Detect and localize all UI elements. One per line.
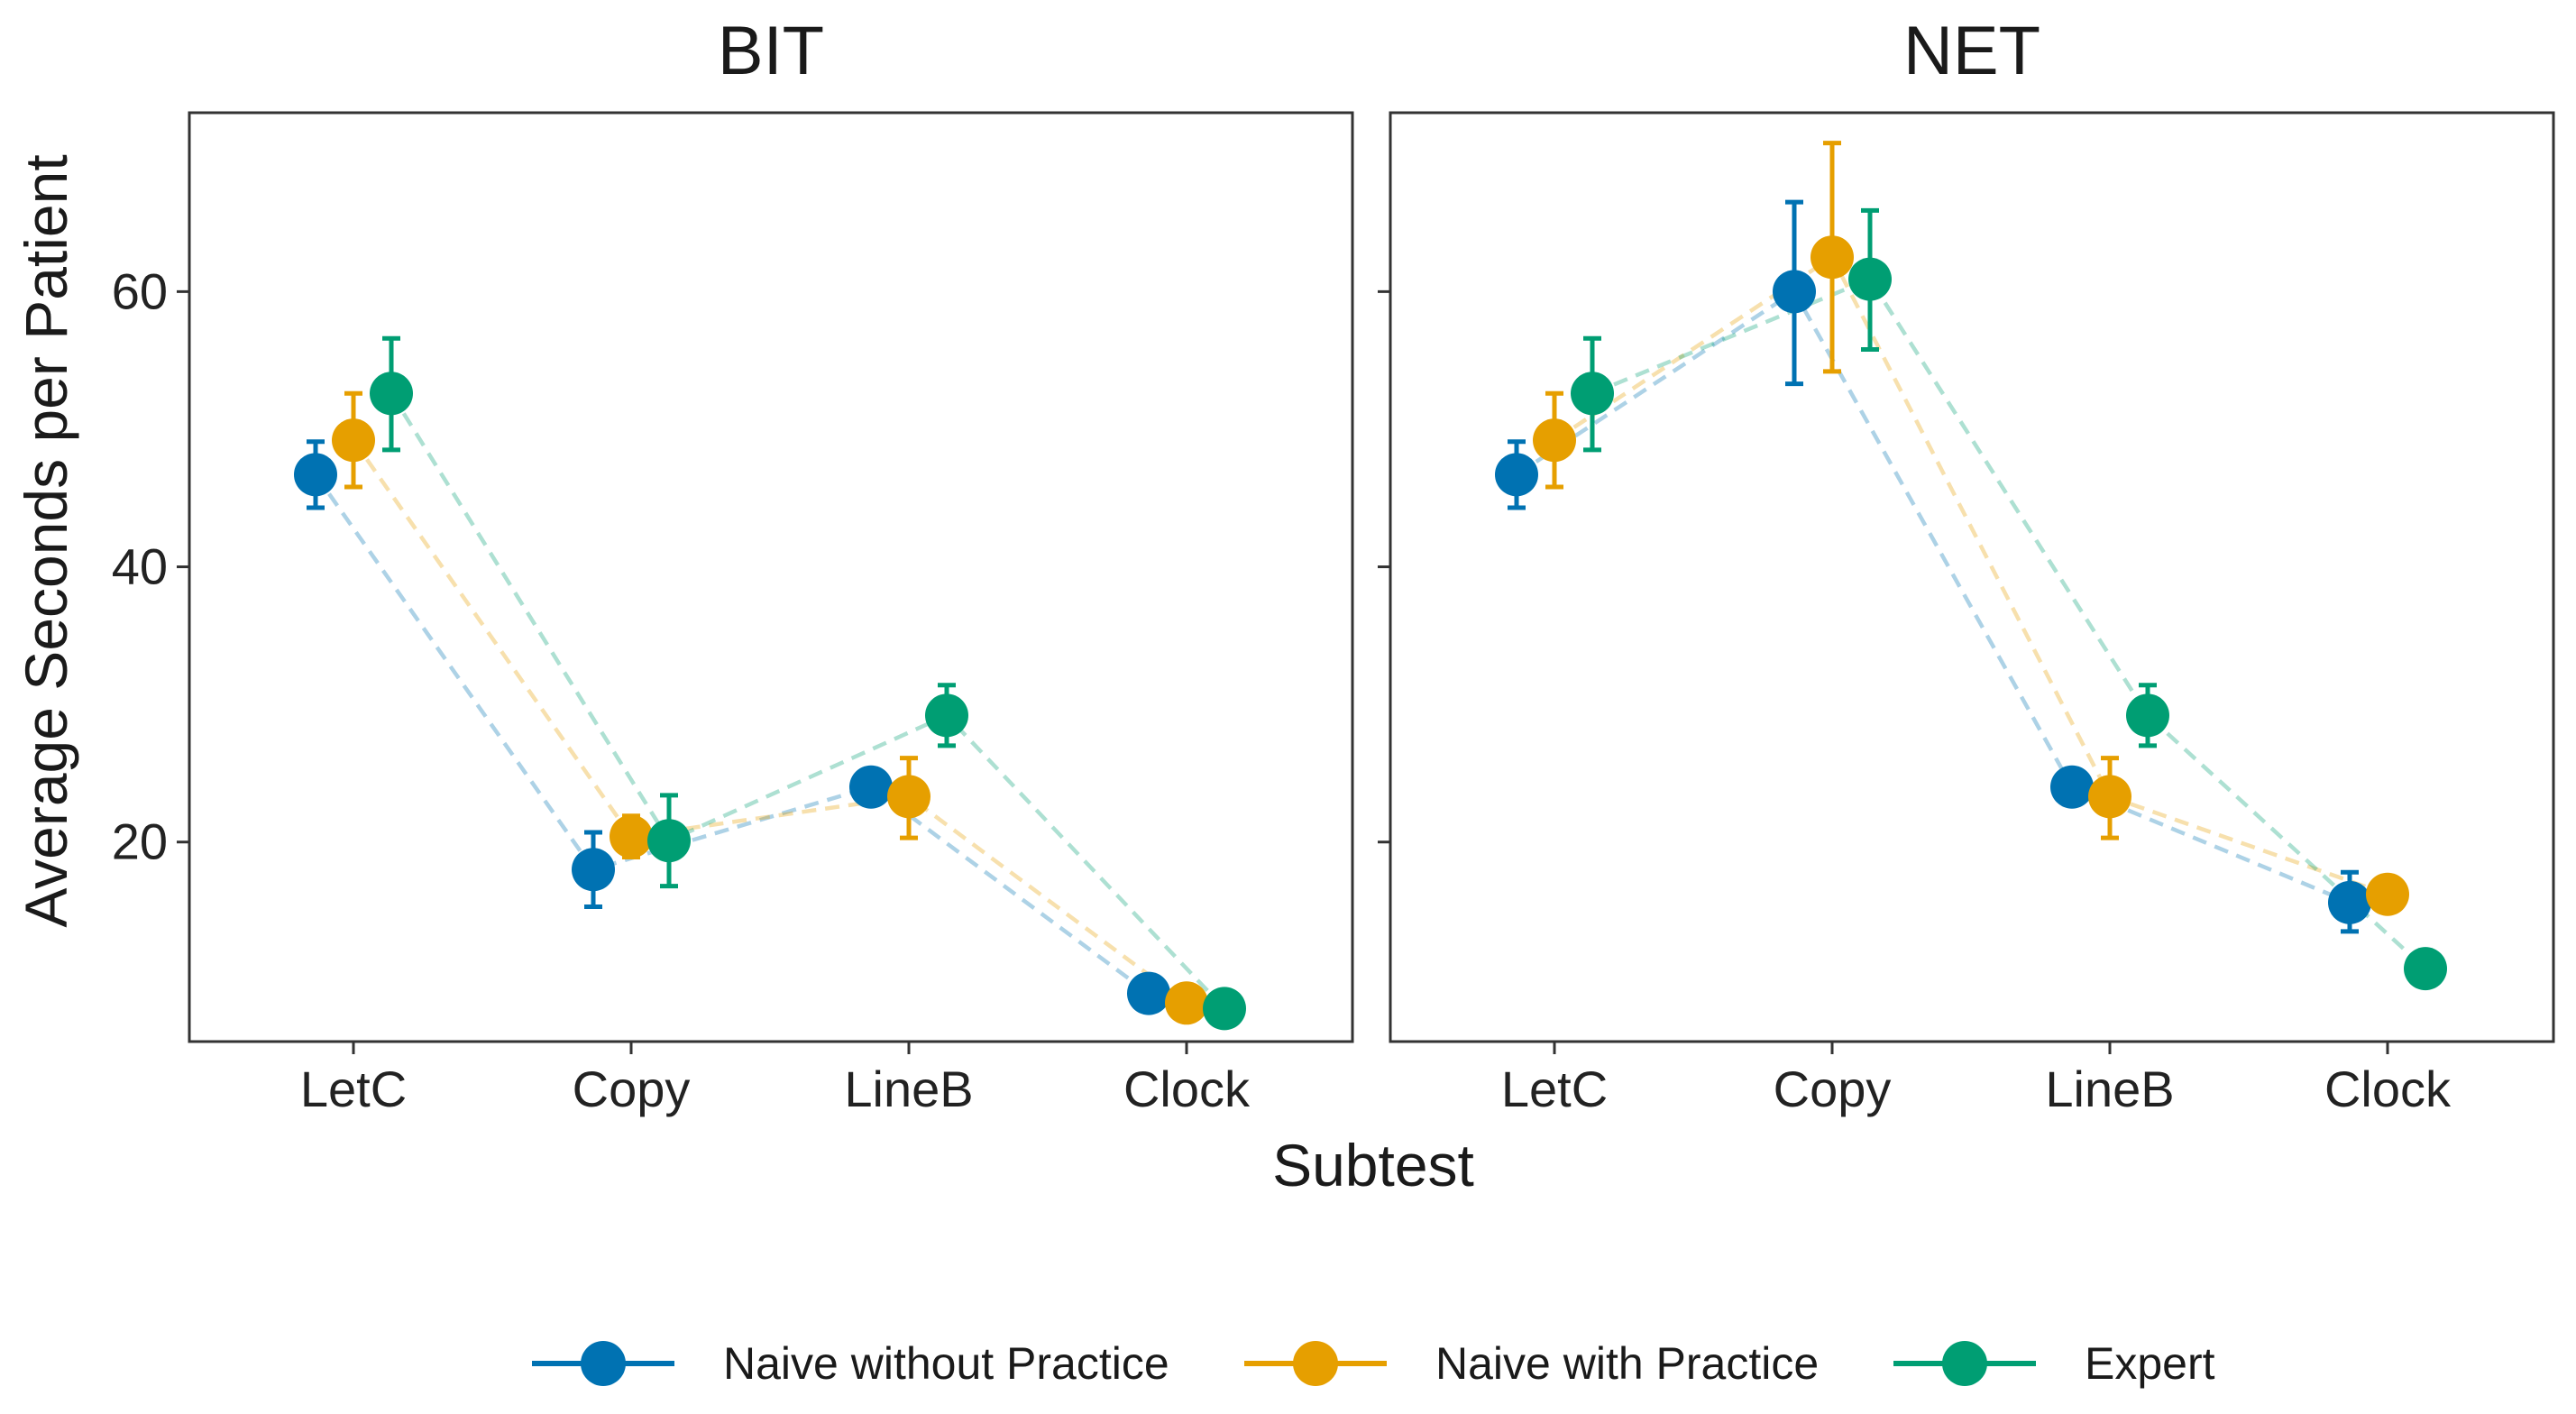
data-point-expert [925, 693, 968, 738]
data-point-naive-without-practice [2328, 880, 2371, 924]
data-point-naive-without-practice [1127, 971, 1170, 1015]
data-point-expert [2126, 693, 2169, 738]
data-point-naive-with-practice [1533, 418, 1576, 463]
legend-key-point [581, 1341, 626, 1386]
x-tick-label: LetC [300, 1060, 407, 1117]
data-point-expert [370, 372, 413, 416]
y-tick-label: 20 [112, 813, 168, 870]
panels-layer: BIT 20 40 60 LetC Copy LineB Clock NET LetC Copy Li… [112, 13, 2555, 1117]
legend: Naive without Practice Naive with Practic… [532, 1338, 2215, 1389]
panel-border [188, 111, 1354, 1043]
x-axis-title: Subtest [1272, 1132, 1474, 1198]
legend-key-point [1942, 1341, 1987, 1386]
data-point-naive-with-practice [2366, 872, 2409, 916]
y-tick-label: 60 [112, 262, 168, 319]
panel-border [1389, 111, 2555, 1043]
data-point-naive-with-practice [1165, 981, 1208, 1025]
data-point-naive-with-practice [332, 418, 375, 463]
data-point-expert [1848, 257, 1892, 301]
data-point-naive-without-practice [2050, 765, 2094, 809]
legend-item-naive-without-practice: Naive without Practice [532, 1338, 1169, 1389]
x-tick-label: LetC [1501, 1060, 1608, 1117]
x-tick-label: LineB [2045, 1060, 2174, 1117]
data-point-expert [1571, 372, 1614, 416]
data-point-naive-without-practice [849, 765, 893, 809]
panel-title-net: NET [1903, 13, 2040, 89]
series-line-naive-with-practice [352, 438, 1188, 1005]
legend-item-naive-with-practice: Naive with Practice [1244, 1338, 1819, 1389]
legend-item-expert: Expert [1893, 1338, 2215, 1389]
data-point-naive-without-practice [294, 453, 337, 497]
y-axis-title: Average Seconds per Patient [13, 154, 79, 927]
legend-label: Expert [2085, 1338, 2215, 1389]
series-line-naive-without-practice [1515, 289, 2351, 904]
series-line-naive-without-practice [314, 473, 1150, 996]
x-tick-label: Clock [2324, 1060, 2452, 1117]
panel-net: NET LetC Copy LineB Clock [1378, 13, 2555, 1117]
y-tick-label: 40 [112, 538, 168, 595]
data-point-naive-without-practice [572, 848, 615, 892]
data-point-expert [1203, 987, 1246, 1031]
legend-label: Naive with Practice [1435, 1338, 1819, 1389]
data-point-expert [647, 819, 691, 863]
series-line-naive-with-practice [1553, 253, 2388, 896]
data-point-naive-without-practice [1773, 270, 1816, 314]
data-point-naive-without-practice [1495, 453, 1538, 497]
data-point-naive-with-practice [1811, 235, 1854, 280]
x-tick-label: Copy [573, 1060, 691, 1117]
legend-label: Naive without Practice [723, 1338, 1169, 1389]
series-line-expert [1591, 276, 2427, 970]
x-tick-label: LineB [844, 1060, 973, 1117]
x-tick-label: Copy [1774, 1060, 1892, 1117]
data-point-expert [2404, 947, 2447, 991]
series-line-expert [390, 392, 1226, 1010]
data-point-naive-with-practice [887, 775, 930, 819]
x-tick-label: Clock [1123, 1060, 1251, 1117]
panel-title-bit: BIT [718, 13, 824, 89]
panel-bit: BIT 20 40 60 LetC Copy LineB Clock [112, 13, 1354, 1117]
data-point-naive-with-practice [2088, 775, 2131, 819]
legend-key-point [1293, 1341, 1338, 1386]
data-point-naive-with-practice [610, 814, 653, 858]
